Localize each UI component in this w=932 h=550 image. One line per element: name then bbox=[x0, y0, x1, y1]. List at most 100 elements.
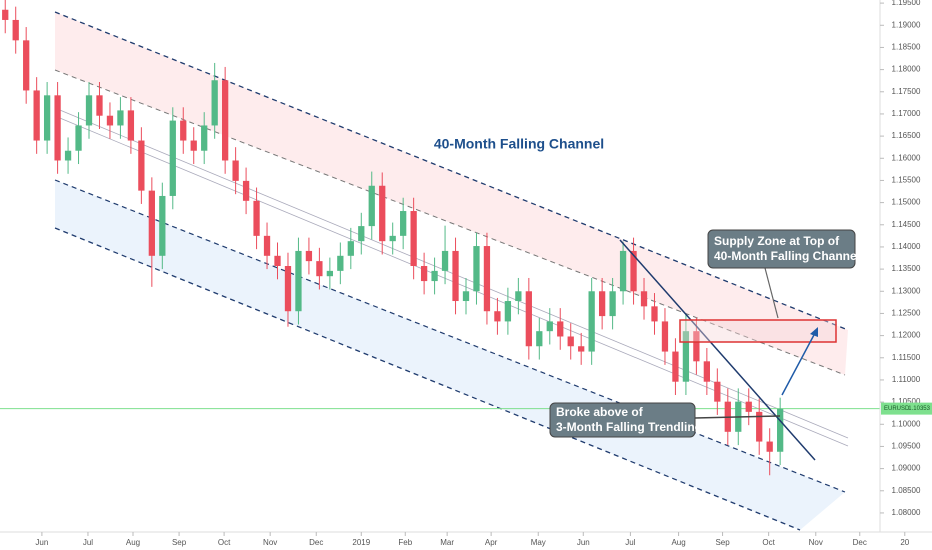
candle-body bbox=[504, 301, 512, 322]
candle-body bbox=[494, 311, 501, 322]
candle-body bbox=[190, 140, 197, 151]
candle-body bbox=[640, 291, 648, 307]
lower-zone bbox=[55, 180, 845, 530]
candle-body bbox=[515, 291, 522, 302]
x-tick-label: 2019 bbox=[352, 538, 370, 547]
x-tick-label: Dec bbox=[309, 538, 323, 547]
candle-body bbox=[295, 250, 302, 312]
candle-body bbox=[379, 185, 386, 242]
candle-body bbox=[337, 255, 344, 271]
x-tick-label: Jun bbox=[35, 538, 48, 547]
y-tick-label: 1.15000 bbox=[892, 198, 921, 207]
y-tick-label: 1.13000 bbox=[892, 286, 921, 295]
candle-body bbox=[598, 291, 606, 317]
y-tick-label: 1.08000 bbox=[892, 508, 921, 517]
candle-body bbox=[117, 110, 124, 126]
candle-body bbox=[777, 408, 784, 452]
candle-body bbox=[43, 95, 51, 141]
candle-body bbox=[410, 211, 417, 266]
trendline bbox=[619, 239, 816, 461]
callout-supply: Supply Zone at Top of 40-Month Falling C… bbox=[707, 229, 860, 319]
candle-body bbox=[274, 255, 281, 266]
candle-body bbox=[420, 266, 428, 282]
last-price-box bbox=[881, 402, 932, 415]
x-tick-label: Oct bbox=[762, 538, 775, 547]
x-tick-label: Mar bbox=[440, 538, 454, 547]
y-tick-label: 1.14000 bbox=[892, 242, 921, 251]
y-tick-label: 1.08500 bbox=[892, 486, 921, 495]
candle-body bbox=[64, 150, 72, 161]
channel-top bbox=[54, 11, 849, 331]
y-tick-label: 1.10500 bbox=[892, 397, 921, 406]
candle-body bbox=[525, 291, 532, 347]
candle-body bbox=[714, 381, 721, 402]
candle-body bbox=[232, 160, 239, 181]
callout-box bbox=[549, 402, 696, 438]
channel bbox=[54, 11, 849, 531]
candle-body bbox=[609, 291, 616, 317]
candle-body bbox=[180, 120, 187, 141]
channel-lower-mid bbox=[54, 179, 846, 493]
callout-break: Broke above of 3-Month Falling Trendline bbox=[549, 402, 781, 438]
last-price-label: 1.10353 bbox=[908, 406, 930, 412]
arrow-head bbox=[810, 327, 818, 337]
candle-body bbox=[138, 140, 145, 191]
x-tick-label: Feb bbox=[398, 538, 412, 547]
candle-body bbox=[578, 346, 585, 352]
candle-body bbox=[305, 250, 313, 262]
candle-body bbox=[483, 246, 491, 312]
candle-body bbox=[588, 291, 595, 352]
x-tick-label: Jun bbox=[577, 538, 590, 547]
y-tick-label: 1.19000 bbox=[892, 20, 921, 29]
candle-body bbox=[211, 80, 218, 126]
candle-body bbox=[766, 441, 773, 452]
candle-body bbox=[389, 235, 396, 242]
candle-body bbox=[473, 246, 480, 292]
x-tick-label: Aug bbox=[671, 538, 685, 547]
candle-body bbox=[326, 270, 334, 277]
candle-body bbox=[12, 19, 19, 41]
x-tick-label: 20 bbox=[900, 538, 909, 547]
candle-body bbox=[85, 95, 93, 126]
y-tick-label: 1.17500 bbox=[892, 87, 921, 96]
x-tick-label: May bbox=[531, 538, 546, 547]
x-tick-label: Nov bbox=[809, 538, 823, 547]
x-tick-label: Jul bbox=[625, 538, 635, 547]
y-tick-label: 1.13500 bbox=[892, 264, 921, 273]
x-tick-label: Dec bbox=[853, 538, 867, 547]
x-tick-label: Sep bbox=[172, 538, 187, 547]
candle-body bbox=[452, 250, 459, 302]
candle-body bbox=[96, 95, 103, 116]
y-tick-label: 1.11500 bbox=[892, 353, 921, 362]
candle-body bbox=[201, 125, 208, 151]
candle-body bbox=[253, 200, 260, 236]
y-tick-label: 1.18000 bbox=[892, 65, 921, 74]
channel-bottom bbox=[54, 227, 801, 531]
candle-body bbox=[557, 321, 564, 337]
candle-body bbox=[536, 331, 543, 347]
candle-body bbox=[2, 9, 9, 20]
candle-body bbox=[756, 411, 763, 442]
candle-body bbox=[347, 241, 354, 256]
candle-body bbox=[431, 270, 438, 282]
y-tick-label: 1.16000 bbox=[892, 153, 921, 162]
callout-text: 3-Month Falling Trendline bbox=[556, 420, 702, 434]
channel-title: 40-Month Falling Channel bbox=[434, 136, 604, 152]
symbol-label: EURUSD bbox=[884, 406, 910, 412]
candle-body bbox=[441, 250, 449, 271]
callout-pointer bbox=[764, 267, 779, 319]
arrow-line bbox=[781, 332, 816, 396]
arrow bbox=[781, 327, 818, 396]
x-tick-label: Oct bbox=[218, 538, 231, 547]
candle-body bbox=[316, 261, 323, 277]
y-tick-label: 1.11000 bbox=[892, 375, 921, 384]
axes: 1.08000 1.08500 1.09000 1.09500 1.10000 1.105… bbox=[35, 0, 932, 547]
y-tick-label: 1.17000 bbox=[892, 109, 921, 118]
upper-zone bbox=[55, 12, 848, 375]
candle-body bbox=[567, 336, 574, 347]
x-tick-label: Jul bbox=[83, 538, 93, 547]
candle-body bbox=[169, 120, 176, 196]
candle-body bbox=[242, 180, 250, 201]
